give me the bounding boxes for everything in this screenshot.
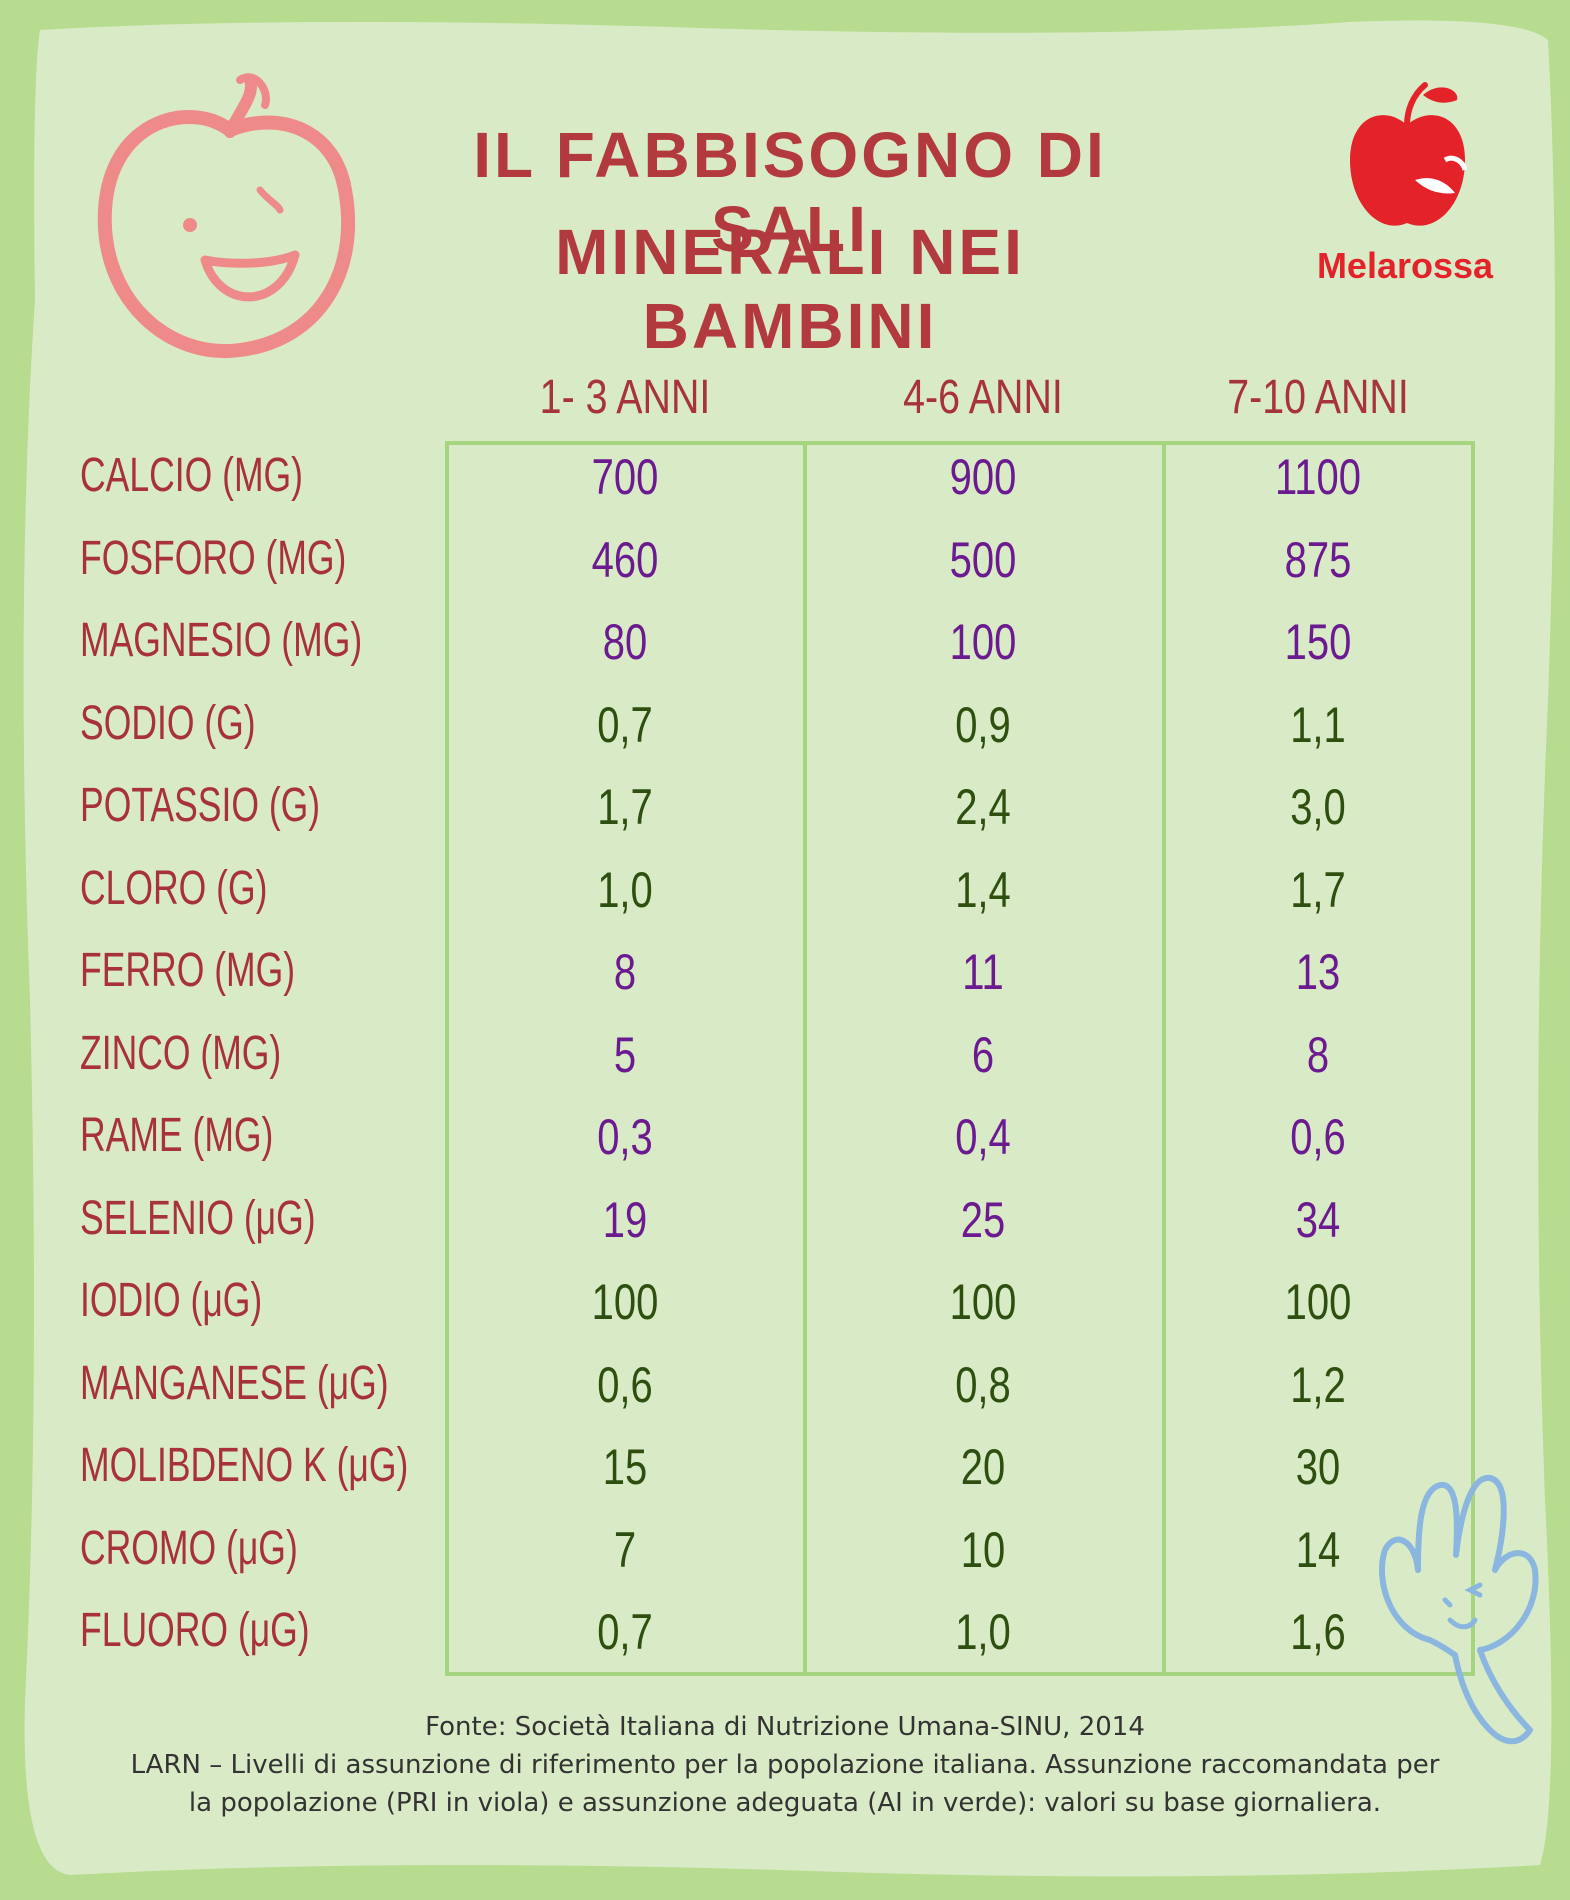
row-label: SELENIO (μG) — [80, 1191, 316, 1245]
value-cell: 875 — [1284, 531, 1352, 588]
value-cell: 1,2 — [1290, 1356, 1346, 1413]
value-cell: 10 — [960, 1521, 1006, 1578]
value-cell: 34 — [1295, 1191, 1341, 1248]
apple-doodle-icon — [97, 73, 356, 359]
column-header-1-3: 1- 3 ANNI — [539, 371, 711, 424]
footer-note-line-2: la popolazione (PRI in viola) e assunzio… — [188, 1788, 1382, 1818]
row-label: CALCIO (MG) — [80, 449, 303, 502]
value-cell: 1100 — [1274, 449, 1362, 505]
column-header-4-6: 4-6 ANNI — [903, 371, 1063, 424]
value-cell: 1,4 — [955, 861, 1011, 918]
value-cell: 0,8 — [955, 1356, 1011, 1413]
value-cell: 100 — [949, 614, 1017, 670]
row-label: FOSFORO (MG) — [80, 531, 347, 585]
value-cell: 30 — [1295, 1439, 1341, 1495]
row-label: MANGANESE (μG) — [80, 1356, 389, 1410]
value-cell: 13 — [1295, 944, 1341, 1000]
value-cell: 20 — [960, 1439, 1006, 1495]
fork-doodle-icon — [1379, 1474, 1539, 1745]
melarossa-apple-logo-icon — [1350, 82, 1468, 226]
value-cell: 5 — [613, 1026, 637, 1083]
value-cell: 900 — [949, 449, 1017, 505]
value-cell: 500 — [949, 531, 1017, 588]
title-line-1: IL FABBISOGNO DI SALI — [473, 119, 1107, 265]
value-cell: 0,3 — [597, 1109, 653, 1165]
value-cell: 150 — [1284, 614, 1352, 670]
row-label: SODIO (G) — [80, 696, 256, 750]
value-cell: 100 — [949, 1274, 1017, 1330]
value-cell: 14 — [1295, 1521, 1341, 1578]
value-cell: 0,7 — [597, 696, 653, 753]
value-cell: 0,9 — [955, 696, 1011, 753]
row-label: POTASSIO (G) — [80, 779, 321, 832]
value-cell: 1,0 — [597, 861, 653, 918]
value-cell: 0,6 — [597, 1356, 653, 1413]
value-cell: 700 — [591, 449, 659, 505]
footer-source: Fonte: Società Italiana di Nutrizione Um… — [425, 1712, 1145, 1742]
row-label: CLORO (G) — [80, 861, 268, 915]
value-cell: 3,0 — [1290, 779, 1346, 835]
value-cell: 15 — [602, 1439, 648, 1495]
row-label: CROMO (μG) — [80, 1521, 298, 1575]
value-cell: 460 — [591, 531, 659, 588]
table-frame — [445, 441, 1475, 1676]
value-cell: 1,7 — [597, 779, 653, 835]
column-header-7-10: 7-10 ANNI — [1227, 371, 1409, 424]
value-cell: 1,6 — [1290, 1604, 1346, 1660]
title-line-2: MINERALI NEI BAMBINI — [555, 216, 1025, 362]
value-cell: 8 — [1306, 1026, 1330, 1083]
row-label: MAGNESIO (MG) — [80, 614, 363, 667]
value-cell: 1,1 — [1290, 696, 1346, 753]
value-cell: 1,0 — [955, 1604, 1011, 1660]
value-cell: 0,4 — [955, 1109, 1011, 1165]
row-label: ZINCO (MG) — [80, 1026, 282, 1080]
column-divider — [803, 441, 807, 1676]
value-cell: 6 — [971, 1026, 995, 1083]
value-cell: 0,6 — [1290, 1109, 1346, 1165]
value-cell: 7 — [613, 1521, 637, 1578]
value-cell: 100 — [591, 1274, 659, 1330]
column-divider — [1162, 441, 1166, 1676]
footer-note-line-1: LARN – Livelli di assunzione di riferime… — [130, 1750, 1440, 1780]
value-cell: 25 — [960, 1191, 1006, 1248]
row-label: FERRO (MG) — [80, 944, 296, 997]
value-cell: 1,7 — [1290, 861, 1346, 918]
row-label: MOLIBDENO K (μG) — [80, 1439, 409, 1492]
value-cell: 100 — [1284, 1274, 1352, 1330]
row-label: FLUORO (μG) — [80, 1604, 310, 1657]
row-label: IODIO (μG) — [80, 1274, 263, 1327]
brand-name: Melarossa — [1316, 245, 1494, 286]
value-cell: 0,7 — [597, 1604, 653, 1660]
value-cell: 8 — [613, 944, 637, 1000]
value-cell: 11 — [962, 944, 1004, 1000]
value-cell: 19 — [602, 1191, 648, 1248]
value-cell: 80 — [602, 614, 648, 670]
value-cell: 2,4 — [955, 779, 1011, 835]
row-label: RAME (MG) — [80, 1109, 274, 1162]
